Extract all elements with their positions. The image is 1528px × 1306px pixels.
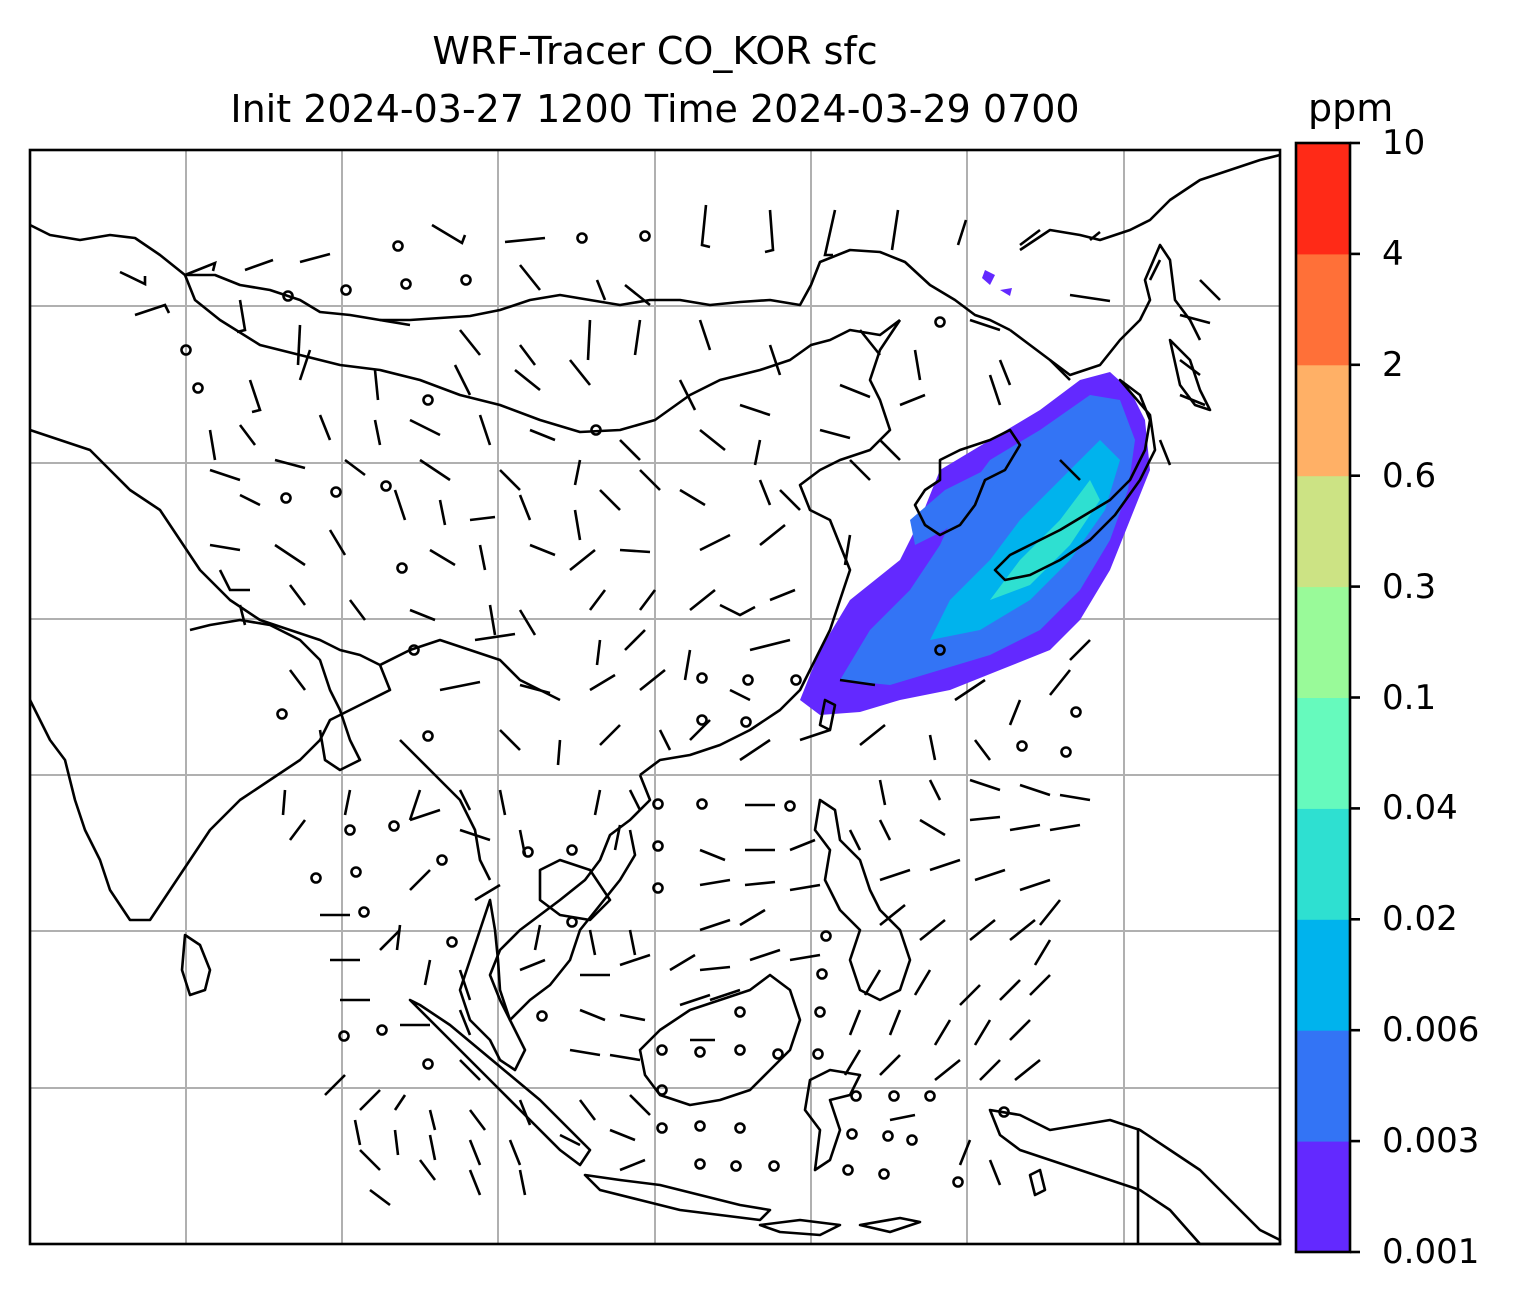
colorbar-tick-label: 0.006 <box>1382 1010 1480 1051</box>
colorbar-tick-label: 0.001 <box>1382 1232 1480 1272</box>
colorbar-segment <box>1296 919 1350 1031</box>
colorbar-tick-label: 0.6 <box>1382 455 1437 496</box>
colorbar-tick-label: 0.003 <box>1382 1121 1480 1162</box>
colorbar-segment <box>1296 697 1350 809</box>
wind-barbs <box>119 204 1221 1207</box>
colorbar-tick-label: 0.1 <box>1382 677 1437 718</box>
co-tracer-plume <box>800 270 1150 715</box>
colorbar-segment <box>1296 586 1350 698</box>
colorbar-tick-label: 0.04 <box>1382 788 1458 829</box>
colorbar <box>1294 141 1360 1254</box>
colorbar-segment <box>1296 1030 1350 1142</box>
colorbar-segment <box>1296 475 1350 588</box>
chart-subtitle: Init 2024-03-27 1200 Time 2024-03-29 070… <box>230 87 1080 131</box>
chart-title: WRF-Tracer CO_KOR sfc <box>432 29 878 73</box>
colorbar-tick-label: 10 <box>1382 123 1426 163</box>
colorbar-segment <box>1296 1141 1350 1253</box>
colorbar-segment <box>1296 808 1350 920</box>
colorbar-segment <box>1296 364 1350 477</box>
colorbar-tick-label: 0.02 <box>1382 899 1458 940</box>
calm-wind-markers <box>180 230 1082 1188</box>
map-frame <box>28 148 1282 1246</box>
colorbar-tick-label: 0.3 <box>1382 566 1437 607</box>
map-panel <box>28 148 1282 1246</box>
colorbar-segment <box>1296 253 1350 366</box>
colorbar-tick-label: 2 <box>1382 344 1404 385</box>
colorbar-tick-label: 4 <box>1382 233 1404 274</box>
colorbar-unit: ppm <box>1308 86 1394 130</box>
colorbar-segment <box>1296 143 1350 255</box>
